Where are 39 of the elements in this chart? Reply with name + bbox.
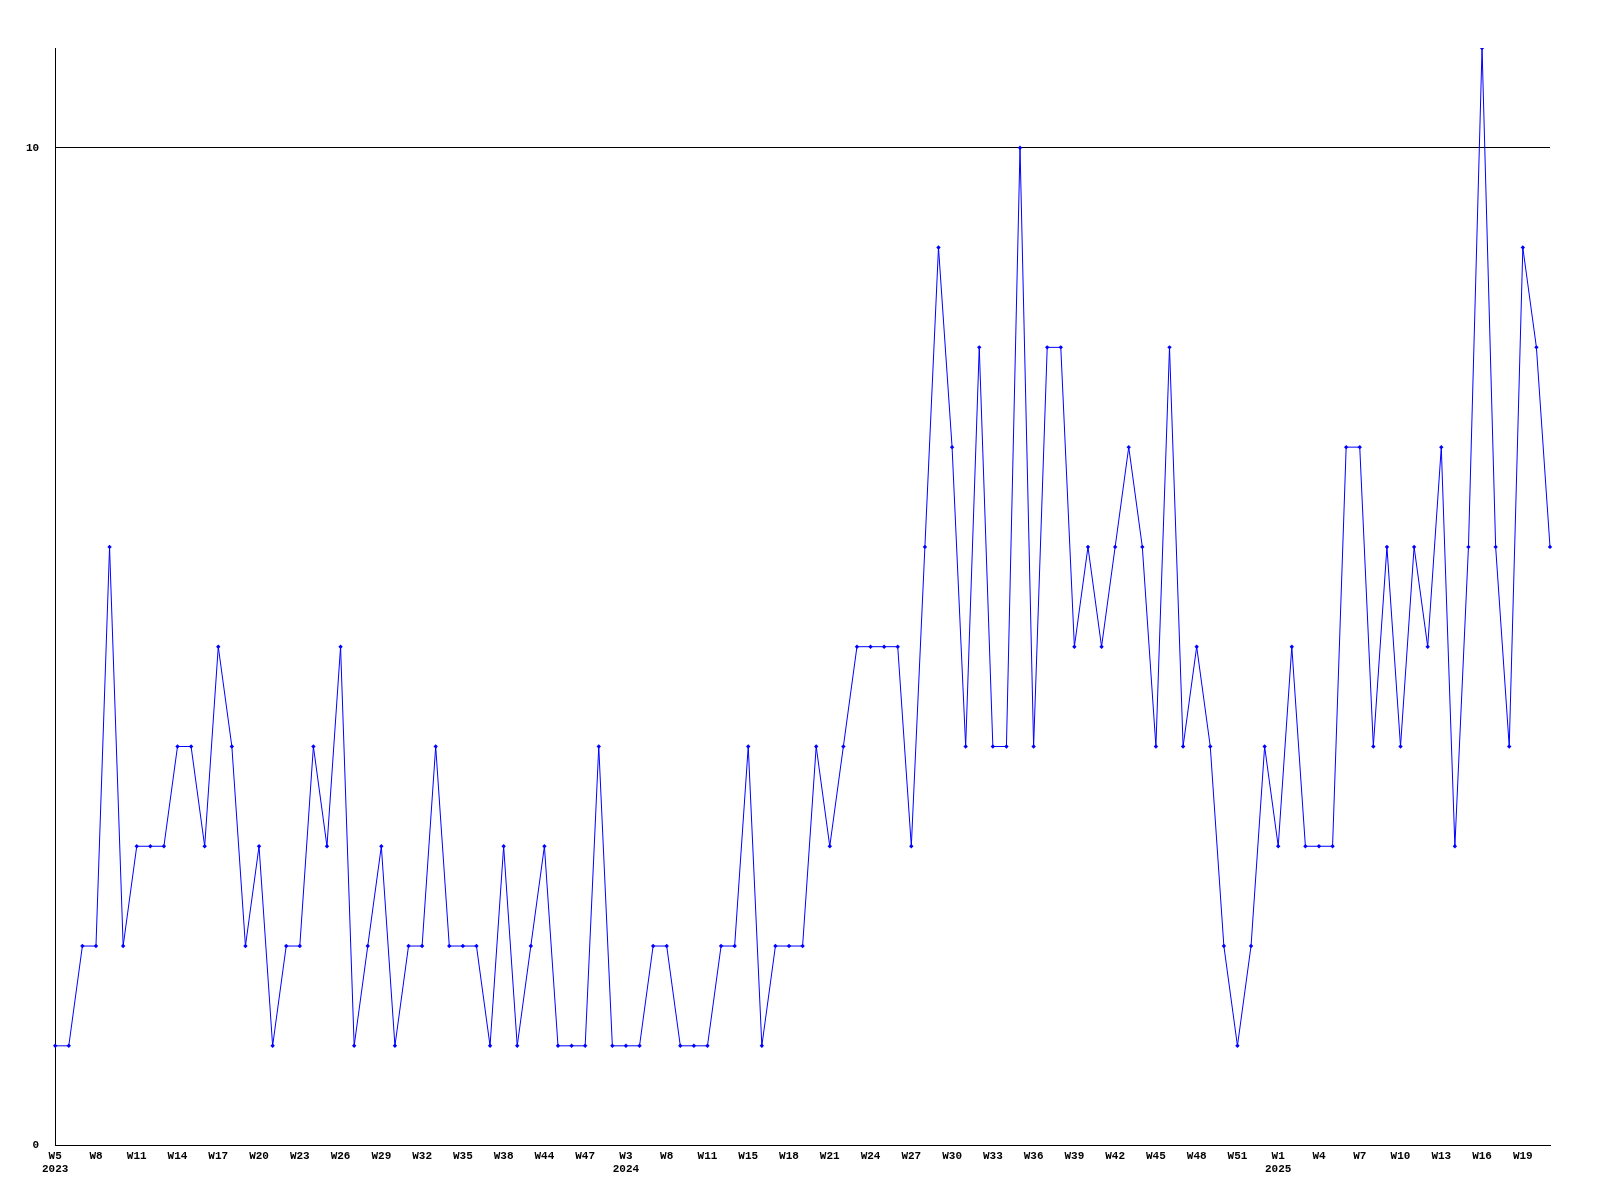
x-tick-label: W11	[697, 1149, 718, 1162]
x-tick-label: W8	[89, 1149, 103, 1162]
x-tick-label: W23	[289, 1149, 311, 1162]
x-tick-label: W4	[1312, 1149, 1326, 1162]
x-tick-label: W39	[1064, 1149, 1085, 1162]
x-tick-label: W19	[1512, 1149, 1533, 1162]
x-tick-label: W51	[1227, 1149, 1248, 1162]
x-tick-label: W42	[1105, 1149, 1126, 1162]
y-tick-label: 0	[32, 1139, 40, 1152]
x-tick-label: W26	[330, 1149, 351, 1162]
x-tick-label: W7	[1353, 1149, 1367, 1162]
x-tick-label: W33	[982, 1149, 1004, 1162]
x-tick-label: W48	[1186, 1149, 1207, 1162]
x-tick-label: W14	[167, 1149, 188, 1162]
x-tick-label: W27	[901, 1149, 922, 1162]
x-tick-label: W1 2025	[1265, 1149, 1292, 1176]
y-tick-label: 10	[26, 141, 40, 154]
x-tick-label: W11	[126, 1149, 148, 1162]
x-tick-label: W30	[942, 1149, 962, 1162]
x-tick-label: W5 2023	[42, 1149, 69, 1176]
x-tick-label: W16	[1472, 1149, 1492, 1162]
x-tick-label: W3 2024	[612, 1149, 640, 1176]
x-tick-label: W44	[534, 1149, 555, 1162]
x-tick-label: W15	[738, 1149, 759, 1162]
x-tick-label: W13	[1431, 1149, 1452, 1162]
x-tick-label: W38	[493, 1149, 514, 1162]
x-tick-label: W21	[819, 1149, 841, 1162]
x-tick-label: W35	[452, 1149, 474, 1162]
x-tick-label: W20	[249, 1149, 269, 1162]
x-tick-label: W45	[1146, 1149, 1167, 1162]
x-tick-label: W24	[860, 1149, 881, 1162]
x-tick-label: W32	[412, 1149, 433, 1162]
x-tick-label: W47	[575, 1149, 596, 1162]
x-tick-label: W17	[208, 1149, 229, 1162]
x-tick-label: W10	[1390, 1149, 1411, 1162]
x-tick-label: W36	[1023, 1149, 1044, 1162]
x-tick-label: W29	[371, 1149, 392, 1162]
x-tick-label: W8	[660, 1149, 674, 1162]
x-tick-label: W18	[779, 1149, 800, 1162]
